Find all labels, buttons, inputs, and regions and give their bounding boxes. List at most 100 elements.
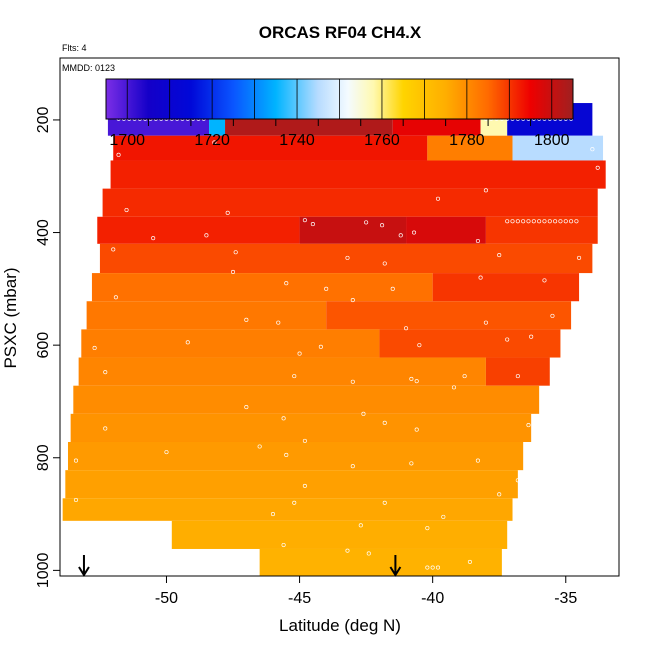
sample-point	[185, 340, 190, 345]
sample-point	[414, 379, 419, 384]
colorbar-tick-label: 1720	[194, 132, 230, 149]
sample-point	[113, 295, 118, 300]
y-tick-label: 600	[35, 332, 52, 359]
sample-point	[478, 275, 483, 280]
heatmap-cell	[62, 498, 513, 521]
sample-point	[270, 512, 276, 517]
date-label: MMDD: 0123	[62, 63, 115, 73]
colorbar-tick-label: 1780	[449, 132, 485, 149]
sample-point	[124, 207, 129, 213]
sample-point	[361, 411, 366, 416]
sample-point	[521, 219, 526, 224]
down-arrow-icon	[389, 555, 402, 577]
heatmap-cell	[113, 135, 428, 161]
x-tick-label: -50	[155, 590, 178, 607]
sample-point	[505, 337, 510, 342]
sample-point	[230, 269, 236, 275]
sample-point	[547, 219, 552, 224]
sample-point	[411, 230, 417, 235]
heatmap-cell	[427, 135, 513, 161]
sample-point	[324, 286, 329, 291]
sample-point	[531, 219, 536, 224]
heatmap-cell	[73, 385, 540, 414]
sample-point	[390, 286, 395, 291]
sample-point	[380, 223, 385, 228]
sample-point	[350, 379, 355, 384]
sample-point	[398, 233, 403, 238]
sample-point	[292, 500, 297, 505]
x-axis: -50 -45 -40 -35	[155, 576, 577, 607]
sample-point	[451, 385, 457, 390]
sample-point	[425, 565, 430, 570]
sample-point	[441, 514, 446, 519]
heatmap-cell	[81, 329, 380, 358]
sample-point	[590, 147, 595, 152]
sample-point	[542, 219, 547, 224]
sample-point	[281, 542, 286, 548]
sample-point	[409, 376, 414, 381]
sample-point	[467, 559, 472, 564]
sample-point	[513, 554, 518, 559]
heatmap-cell	[299, 216, 407, 244]
sample-point	[276, 320, 281, 325]
heatmap-cell	[110, 160, 606, 189]
plot-frame	[59, 57, 620, 577]
sample-point	[515, 219, 520, 224]
sample-point	[542, 438, 547, 443]
sample-point	[233, 250, 238, 255]
sample-point	[310, 222, 315, 227]
sample-point	[435, 565, 441, 570]
heatmap-cell	[259, 548, 502, 576]
sample-point	[111, 247, 116, 252]
colorbar-tick-label: 1700	[109, 132, 145, 149]
sample-point	[284, 452, 289, 457]
heatmap-cell	[512, 135, 604, 161]
heatmap-cell	[485, 216, 598, 244]
sample-point	[515, 478, 520, 483]
sample-point	[164, 450, 169, 455]
sample-point	[526, 423, 531, 428]
sample-point	[542, 278, 547, 283]
sample-point	[350, 464, 355, 469]
heatmap-cells	[62, 103, 606, 576]
sample-point	[382, 500, 387, 505]
y-tick-label: 400	[35, 219, 52, 246]
sample-point	[425, 526, 430, 531]
x-axis-label: Latitude (deg N)	[279, 616, 401, 635]
colorbar-border	[105, 78, 574, 120]
sample-point	[366, 551, 371, 556]
colorbar-ticks: 1700 1720 1740 1760 1780 1800	[109, 79, 570, 149]
sample-point	[92, 345, 97, 351]
heatmap-cell	[78, 357, 486, 386]
sample-point	[257, 444, 262, 449]
flights-label: Flts: 4	[62, 43, 87, 53]
sample-point	[151, 236, 156, 241]
sample-point	[358, 523, 363, 528]
y-tick-label: 800	[35, 444, 52, 471]
sample-point	[204, 233, 209, 238]
heatmap-cell	[406, 216, 486, 244]
sample-point	[292, 374, 297, 379]
sample-point	[238, 559, 244, 564]
heatmap-cell	[65, 470, 518, 499]
sample-point	[569, 219, 574, 224]
sample-point	[595, 165, 600, 170]
sample-point	[462, 374, 467, 379]
y-axis: 200 400 600 800 1000	[35, 106, 60, 588]
x-tick-label: -40	[421, 590, 444, 607]
sample-point	[302, 438, 307, 443]
x-tick-label: -35	[554, 590, 577, 607]
sample-point	[475, 458, 480, 463]
heatmap-cell	[432, 273, 580, 302]
sample-point	[297, 351, 302, 356]
heatmap-cell	[326, 301, 572, 330]
sample-point	[73, 458, 79, 463]
sample-point	[364, 220, 369, 225]
sample-point	[244, 317, 249, 322]
sample-point	[244, 405, 249, 410]
sample-point	[116, 152, 121, 157]
sample-point	[510, 219, 515, 224]
down-arrow-icon	[78, 555, 90, 577]
sample-point	[318, 344, 323, 349]
